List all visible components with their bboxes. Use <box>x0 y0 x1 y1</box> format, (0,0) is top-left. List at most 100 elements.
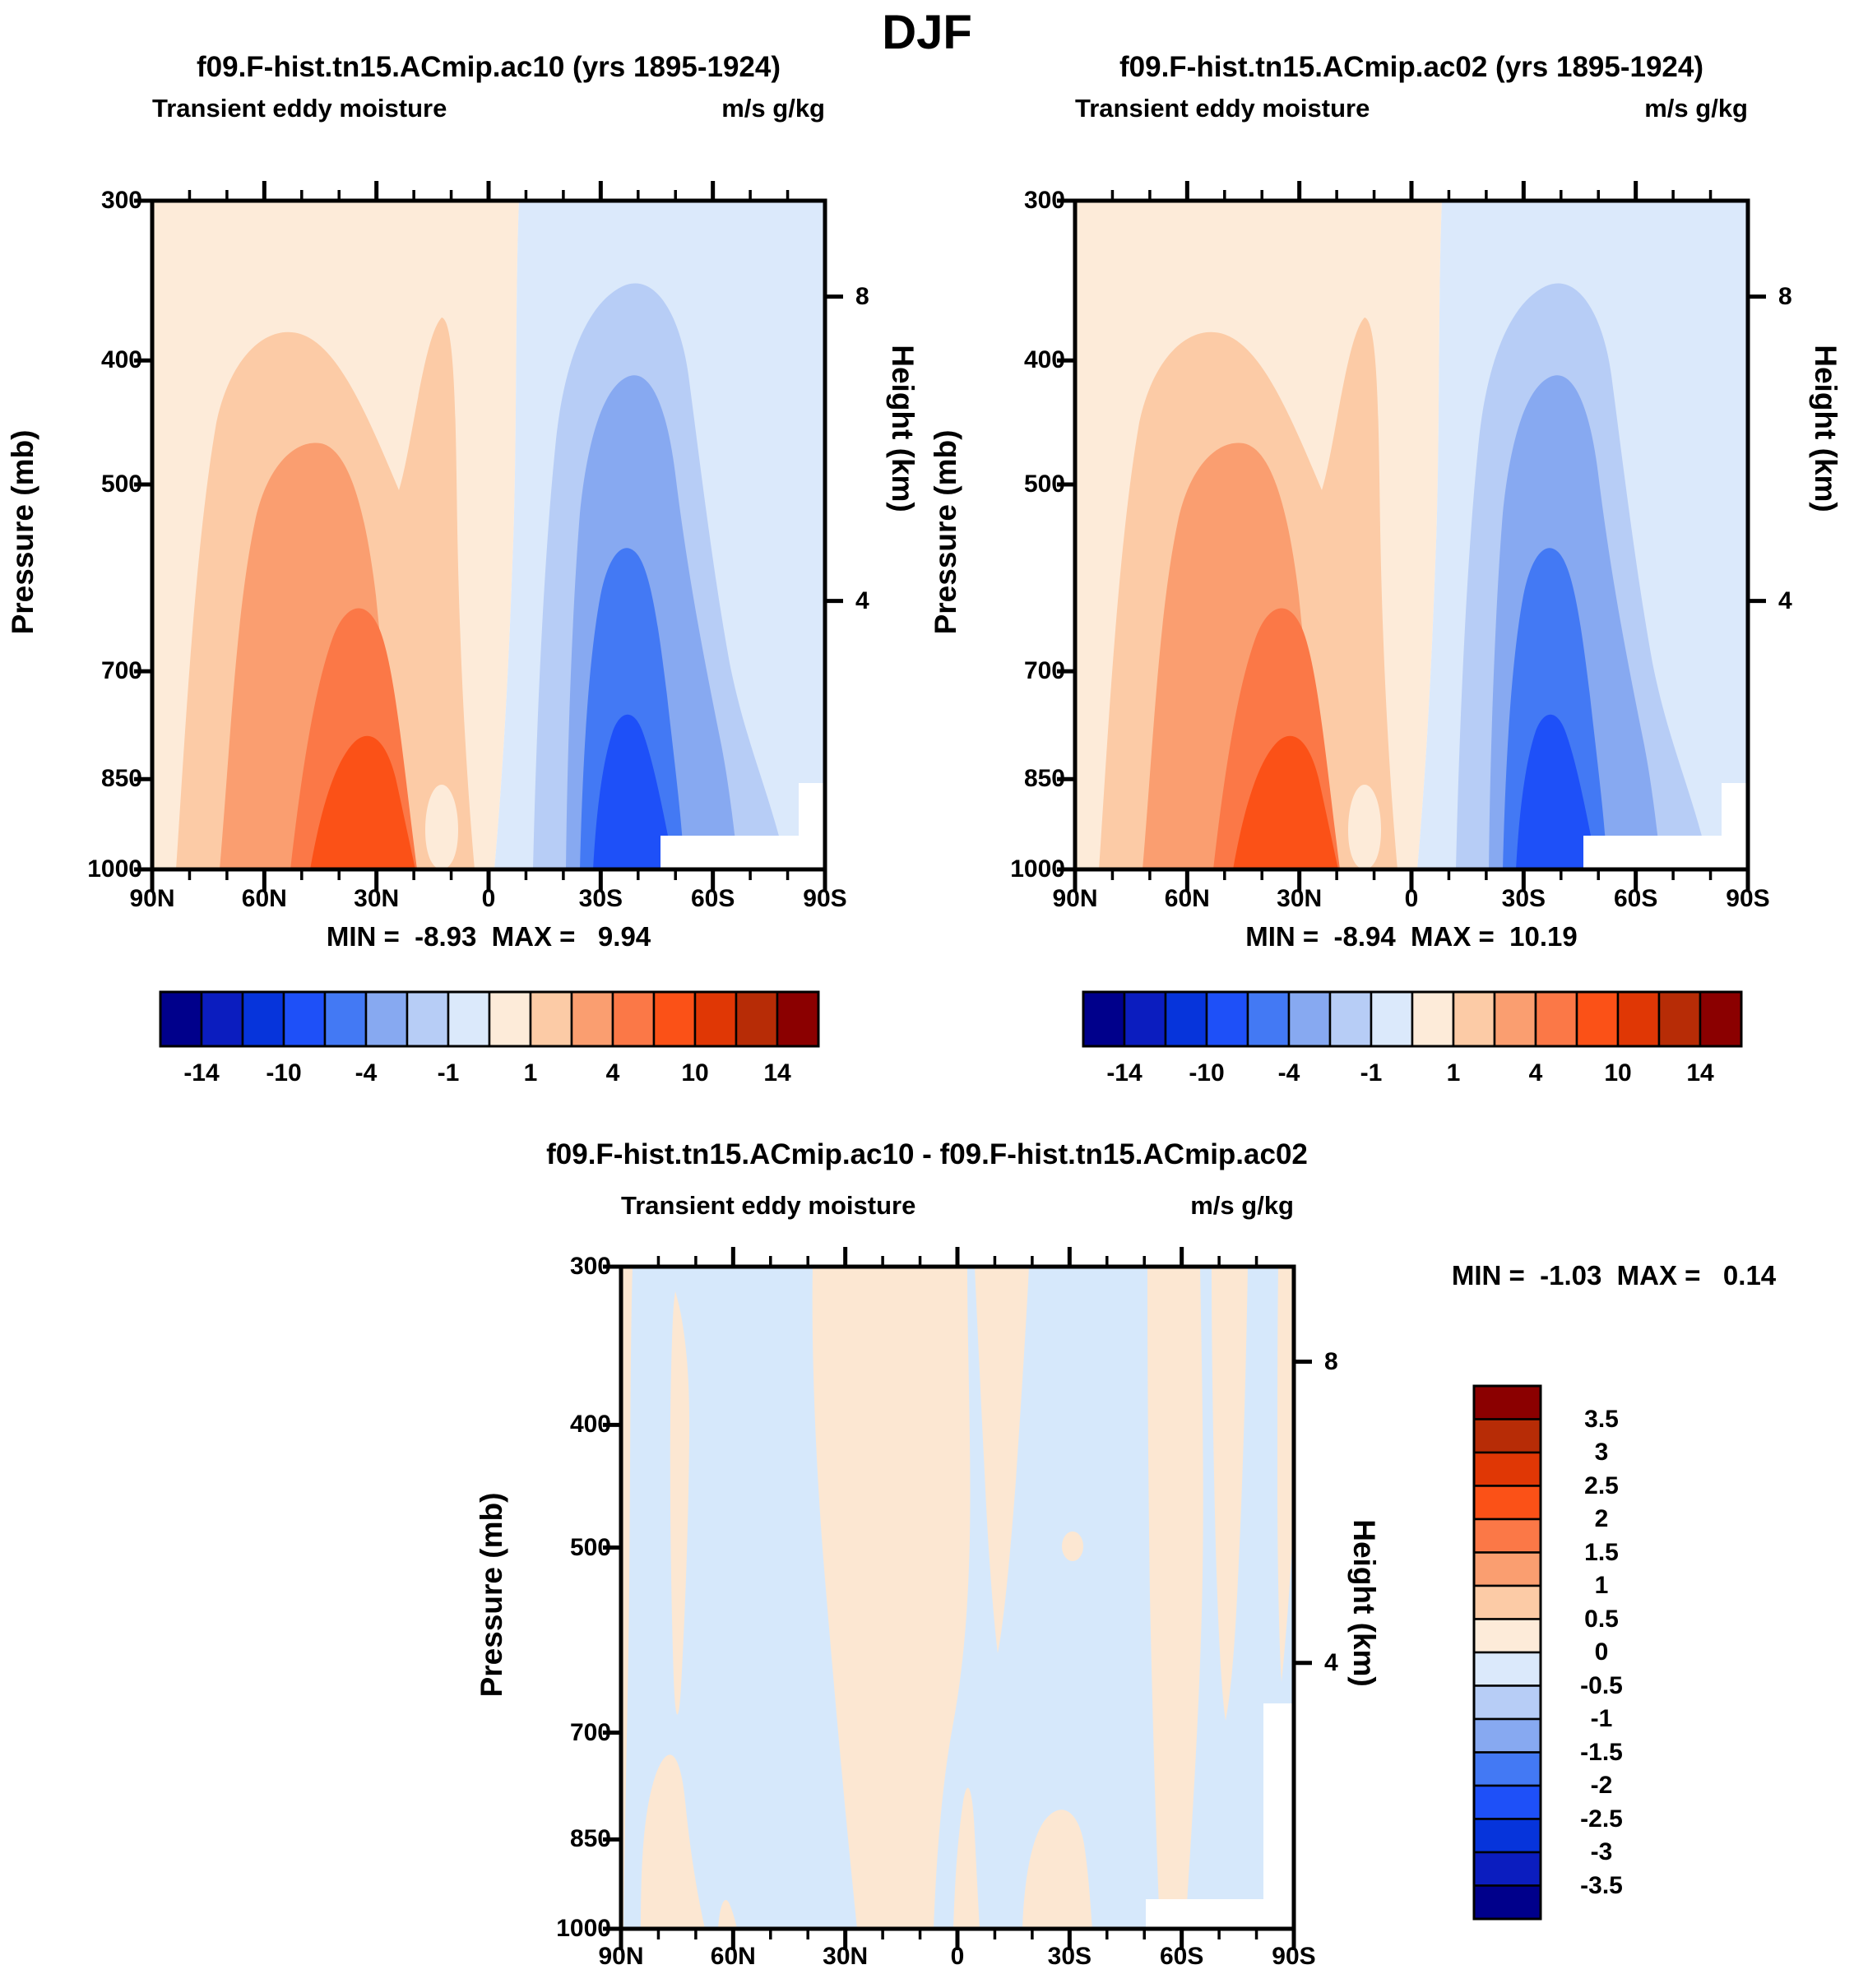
pressure-tick-label: 850 <box>1023 765 1065 793</box>
terrain-cutout <box>1583 783 1748 869</box>
colorbar-cell <box>1370 990 1414 1048</box>
lat-tick-label: 0 <box>481 885 496 912</box>
units-label-diff: m/s g/kg <box>1190 1191 1294 1220</box>
plot-area-ac10 <box>134 181 843 891</box>
lat-tick-label: 30S <box>578 885 623 912</box>
field-label-ac10: Transient eddy moisture <box>152 94 447 123</box>
contour-region-neg10-neg7 <box>1516 714 1597 869</box>
diff-colorbar-cell <box>1472 1618 1542 1654</box>
colorbar-label: -4 <box>355 1059 378 1087</box>
colorbar-cell <box>200 990 244 1048</box>
colorbar-label: -4 <box>1277 1059 1300 1087</box>
colorbar-cell <box>1452 990 1496 1048</box>
colorbar-frame <box>159 990 820 1048</box>
height-axis-label-diff: Height (km) <box>1347 1519 1381 1687</box>
diff-colorbar-cell <box>1472 1518 1542 1554</box>
minmax-label-diff: MIN = -1.03 MAX = 0.14 <box>1451 1260 1777 1291</box>
colorbar-cell <box>323 990 368 1048</box>
diff-colorbar-label: -3 <box>1590 1838 1613 1865</box>
diff-colorbar-label: -3.5 <box>1580 1871 1623 1899</box>
pressure-tick-label: 700 <box>569 1718 611 1746</box>
units-label-ac10: m/s g/kg <box>721 94 825 123</box>
lat-tick-label: 90S <box>1726 885 1770 912</box>
height-tick-label: 4 <box>1324 1648 1338 1676</box>
colorbar-cell <box>1082 990 1126 1048</box>
colorbar-label: 4 <box>605 1059 620 1087</box>
pressure-tick-label: 700 <box>1023 657 1065 685</box>
colorbar-cell <box>570 990 614 1048</box>
pressure-axis-label-ac02: Pressure (mb) <box>929 429 962 635</box>
colorbar-cell <box>282 990 327 1048</box>
height-tick-label: 4 <box>855 586 869 614</box>
pressure-tick-label: 850 <box>100 765 142 793</box>
colorbar-cell <box>241 990 285 1048</box>
diff-colorbar-label: -2.5 <box>1580 1805 1623 1833</box>
diff-colorbar-frame <box>1472 1384 1542 1921</box>
diff-positive-region-4 <box>812 1267 971 1929</box>
colorbar-cell <box>1493 990 1537 1048</box>
colorbar-cell <box>693 990 738 1048</box>
diff-colorbar-cell <box>1472 1684 1542 1721</box>
lat-tick-label: 90S <box>803 885 847 912</box>
terrain-cutout <box>1146 1703 1294 1929</box>
height-tick-label: 4 <box>1778 586 1792 614</box>
colorbar-cell <box>159 990 203 1048</box>
diff-colorbar-cell <box>1472 1751 1542 1787</box>
diff-colorbar <box>1472 1384 1542 1921</box>
colorbar-label: -14 <box>1106 1059 1143 1087</box>
diff-positive-region-7 <box>1022 1810 1092 1929</box>
pressure-tick-label: 500 <box>569 1533 611 1561</box>
diff-colorbar-cell <box>1472 1384 1542 1420</box>
colorbar-ac02 <box>1082 990 1743 1048</box>
diff-colorbar-label: 3.5 <box>1584 1405 1619 1433</box>
pressure-axis-label-diff: Pressure (mb) <box>475 1492 508 1698</box>
contour-region-neg10-neg7 <box>593 714 674 869</box>
lat-tick-label: 30N <box>823 1943 869 1970</box>
units-label-ac02: m/s g/kg <box>1644 94 1748 123</box>
pressure-axis-label-ac10: Pressure (mb) <box>6 429 39 635</box>
lat-tick-label: 30N <box>354 885 400 912</box>
plot-area-diff <box>603 1247 1312 1950</box>
minmax-label-ac10: MIN = -8.93 MAX = 9.94 <box>326 921 651 952</box>
pressure-tick-label: 300 <box>100 187 142 214</box>
lat-tick-label: 0 <box>950 1943 965 1970</box>
colorbar-cell <box>1657 990 1702 1048</box>
lat-tick-label: 30S <box>1047 1943 1092 1970</box>
diff-colorbar-cell <box>1472 1584 1542 1620</box>
colorbar-label: 1 <box>523 1059 538 1087</box>
lat-tick-label: 60N <box>1164 885 1210 912</box>
colorbar-cell <box>406 990 450 1048</box>
panel-title-ac10: f09.F-hist.tn15.ACmip.ac10 (yrs 1895-192… <box>196 51 781 83</box>
field-label-ac02: Transient eddy moisture <box>1075 94 1370 123</box>
pressure-tick-label: 500 <box>1023 470 1065 498</box>
height-tick-label: 8 <box>1324 1347 1338 1375</box>
lat-tick-label: 60S <box>1159 1943 1204 1970</box>
colorbar-cell <box>1328 990 1373 1048</box>
plot-area-ac02 <box>1057 181 1766 891</box>
diff-positive-region-8 <box>1147 1267 1203 1929</box>
contour-region-7-10 <box>310 735 415 869</box>
colorbar-cell <box>529 990 573 1048</box>
pressure-tick-label: 1000 <box>1010 855 1065 883</box>
pressure-tick-label: 850 <box>569 1825 611 1853</box>
colorbar-cell <box>1616 990 1661 1048</box>
colorbar-cell <box>1205 990 1249 1048</box>
lat-tick-label: 90N <box>598 1943 644 1970</box>
diff-colorbar-cell <box>1472 1451 1542 1487</box>
plot-frame <box>619 1264 1296 1931</box>
colorbar-frame <box>1082 990 1743 1048</box>
diff-positive-region-0 <box>621 1267 633 1929</box>
contour-region-0-1-pocket <box>425 785 458 869</box>
pressure-tick-label: 500 <box>100 470 142 498</box>
lat-tick-label: 60S <box>690 885 735 912</box>
colorbar-cell <box>652 990 697 1048</box>
diff-colorbar-label: 0 <box>1594 1638 1609 1666</box>
diff-positive-region-10 <box>1277 1267 1294 1682</box>
diff-positive-region-6 <box>975 1267 1029 1653</box>
colorbar-label: 10 <box>1604 1059 1632 1087</box>
diff-positive-region-5 <box>953 1787 980 1929</box>
lat-tick-label: 0 <box>1404 885 1419 912</box>
lat-tick-label: 90N <box>129 885 175 912</box>
colorbar-label: -1 <box>1360 1059 1383 1087</box>
contour-region-0-1-pocket <box>1348 785 1381 869</box>
